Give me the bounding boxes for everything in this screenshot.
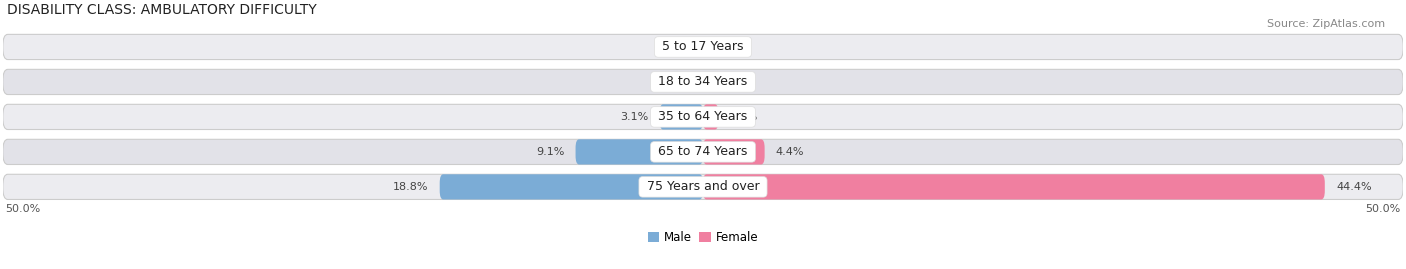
Text: 3.1%: 3.1% [620,112,648,122]
Text: 1.1%: 1.1% [730,112,758,122]
FancyBboxPatch shape [659,104,703,129]
Text: Source: ZipAtlas.com: Source: ZipAtlas.com [1267,19,1385,29]
Legend: Male, Female: Male, Female [643,227,763,249]
Text: 18 to 34 Years: 18 to 34 Years [654,75,752,89]
Text: 0.0%: 0.0% [664,42,692,52]
FancyBboxPatch shape [3,139,1403,164]
Text: 35 to 64 Years: 35 to 64 Years [654,110,752,123]
Text: 18.8%: 18.8% [394,182,429,192]
Text: DISABILITY CLASS: AMBULATORY DIFFICULTY: DISABILITY CLASS: AMBULATORY DIFFICULTY [7,3,316,17]
Text: 65 to 74 Years: 65 to 74 Years [654,146,752,158]
FancyBboxPatch shape [3,34,1403,59]
FancyBboxPatch shape [3,104,1403,129]
Text: 4.4%: 4.4% [776,147,804,157]
Text: 9.1%: 9.1% [536,147,564,157]
FancyBboxPatch shape [440,174,703,200]
Text: 44.4%: 44.4% [1336,182,1372,192]
Text: 0.0%: 0.0% [714,42,742,52]
FancyBboxPatch shape [3,69,1403,94]
Text: 50.0%: 50.0% [6,204,41,214]
FancyBboxPatch shape [703,139,765,164]
Text: 0.0%: 0.0% [714,77,742,87]
Text: 75 Years and over: 75 Years and over [643,180,763,193]
Text: 50.0%: 50.0% [1365,204,1400,214]
FancyBboxPatch shape [575,139,703,164]
Text: 5 to 17 Years: 5 to 17 Years [658,40,748,54]
Text: 0.0%: 0.0% [664,77,692,87]
FancyBboxPatch shape [703,104,718,129]
FancyBboxPatch shape [3,174,1403,200]
FancyBboxPatch shape [703,174,1324,200]
